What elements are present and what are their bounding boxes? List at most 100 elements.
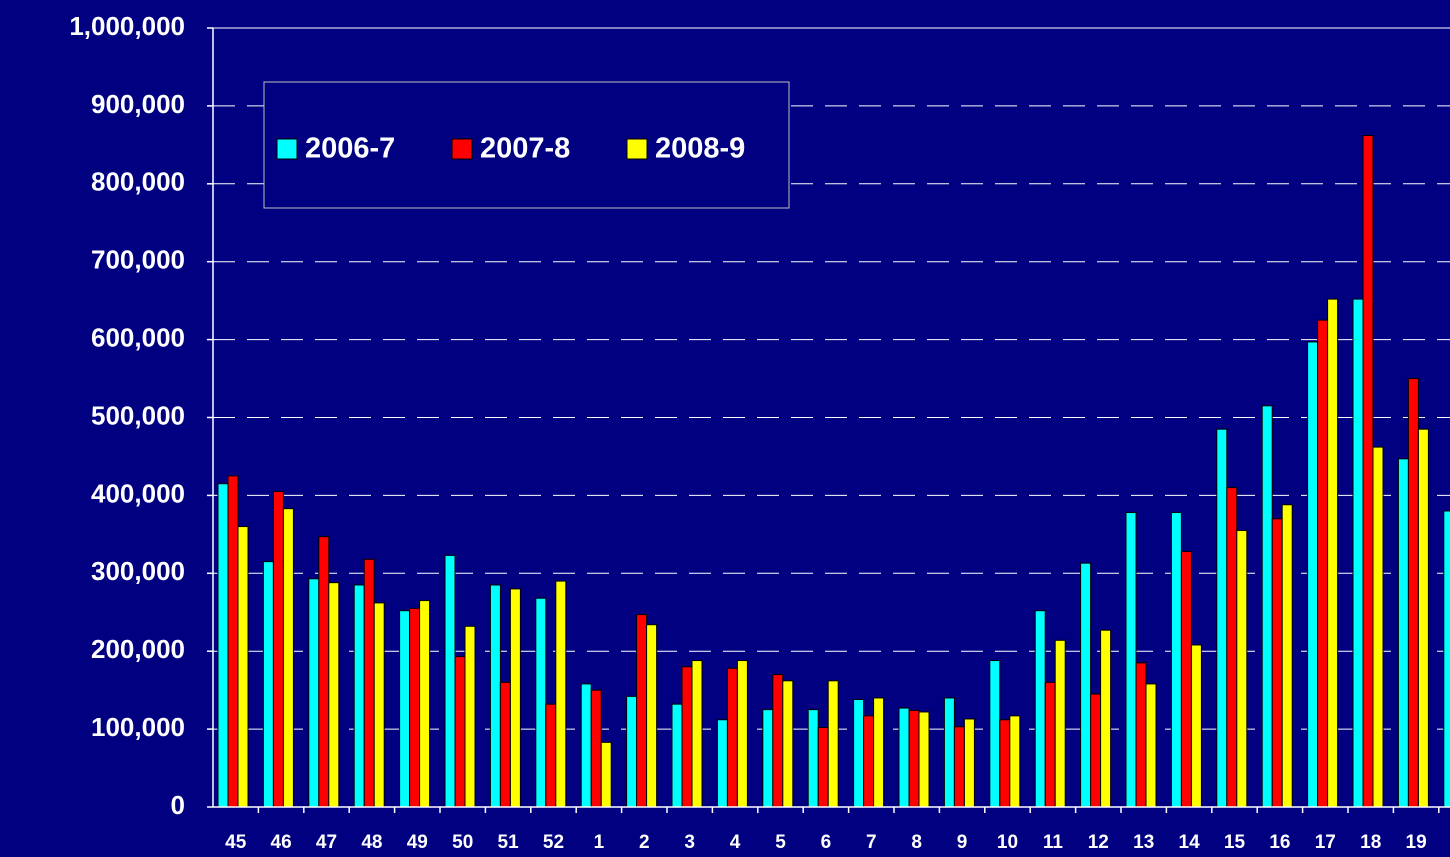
x-tick-label: 12: [1088, 832, 1109, 853]
bar: [308, 578, 320, 808]
bar: [353, 584, 365, 808]
bar: [590, 689, 602, 808]
bar: [282, 508, 294, 808]
y-tick-label: 200,000: [91, 634, 185, 664]
x-tick-label: 4: [730, 832, 741, 853]
bar: [1080, 562, 1092, 808]
bar: [646, 624, 658, 808]
y-tick-label: 400,000: [91, 478, 185, 508]
x-tick-label: 47: [316, 832, 337, 853]
bar: [1009, 715, 1021, 808]
legend: 2006-7 2007-8 2008-9: [263, 81, 790, 209]
x-tick-label: 6: [821, 832, 832, 853]
bar: [898, 707, 910, 808]
legend-swatch: [626, 138, 648, 160]
legend-box: [263, 81, 790, 209]
x-tick-label: 19: [1406, 832, 1427, 853]
x-tick-label: 15: [1224, 832, 1246, 853]
x-tick-label: 45: [225, 832, 247, 853]
bar: [1226, 487, 1238, 808]
bar: [454, 656, 466, 808]
bar: [580, 683, 592, 808]
bar: [1236, 529, 1248, 808]
bar: [217, 483, 229, 808]
bar: [1317, 319, 1329, 808]
legend-label: 2006-7: [305, 133, 395, 165]
bar: [464, 625, 476, 808]
bar: [1100, 629, 1112, 808]
bar: [227, 475, 239, 808]
bar: [1443, 510, 1450, 808]
legend-label: 2008-9: [655, 133, 745, 165]
y-tick-label: 1,000,000: [69, 11, 185, 41]
x-tick-label: 18: [1360, 832, 1381, 853]
y-tick-label: 100,000: [91, 712, 185, 742]
bar: [782, 680, 794, 808]
bar: [918, 711, 930, 808]
bar: [1135, 662, 1147, 808]
bar: [908, 709, 920, 808]
x-tick-label: 9: [957, 832, 968, 853]
bar: [272, 491, 284, 808]
y-tick-label: 600,000: [91, 322, 185, 352]
x-tick-label: 11: [1043, 832, 1064, 853]
y-tick-label: 700,000: [91, 245, 185, 275]
x-tick-label: 8: [911, 832, 922, 853]
x-tick-label: 46: [271, 832, 292, 853]
bar: [1216, 428, 1228, 808]
bar: [772, 674, 784, 808]
bar: [363, 558, 375, 808]
x-tick-label: 3: [684, 832, 695, 853]
bar: [726, 667, 738, 808]
bar: [489, 584, 501, 808]
bar: [989, 660, 1001, 808]
bar: [328, 582, 340, 808]
bar: [1190, 644, 1202, 808]
bar: [807, 709, 819, 808]
bar: [817, 727, 829, 808]
legend-swatch: [451, 138, 473, 160]
x-tick-label: 2: [639, 832, 650, 853]
bar: [509, 588, 521, 808]
x-tick-label: 7: [866, 832, 877, 853]
bar: [1352, 298, 1364, 808]
bar: [626, 695, 638, 808]
bar: [499, 681, 511, 808]
bar: [681, 666, 693, 808]
x-tick-label: 16: [1269, 832, 1290, 853]
bar: [555, 580, 567, 808]
bar: [1261, 405, 1273, 808]
bar: [1307, 341, 1319, 808]
bar: [399, 610, 411, 808]
bar: [600, 741, 612, 808]
bar: [1044, 681, 1056, 808]
bar: [1417, 428, 1429, 808]
bar: [409, 607, 421, 808]
axes: 0 100,000 200,000 300,000 400,000 500,000 600,…: [69, 11, 1450, 853]
x-tick-label: 17: [1315, 832, 1336, 853]
x-tick-label: 1: [594, 832, 605, 853]
y-tick-label: 0: [171, 790, 185, 820]
bar: [863, 715, 875, 808]
bar: [262, 561, 274, 808]
bar: [943, 697, 955, 808]
bar: [1090, 693, 1102, 808]
bar: [1407, 378, 1419, 808]
bar: [1054, 639, 1066, 808]
x-tick-label: 52: [543, 832, 564, 853]
legend-swatch: [276, 138, 298, 160]
bar: [1145, 683, 1157, 808]
bar: [1397, 458, 1409, 808]
bar: [1271, 518, 1283, 808]
legend-label: 2007-8: [480, 133, 570, 165]
bar: [373, 602, 385, 808]
bar: [237, 526, 249, 808]
x-tick-label: 51: [498, 832, 520, 853]
bar: [1281, 504, 1293, 808]
x-tick-label: 10: [997, 832, 1018, 853]
bar: [636, 614, 648, 808]
bar: [1170, 512, 1182, 808]
bar: [535, 597, 547, 808]
bar: [1327, 298, 1339, 808]
